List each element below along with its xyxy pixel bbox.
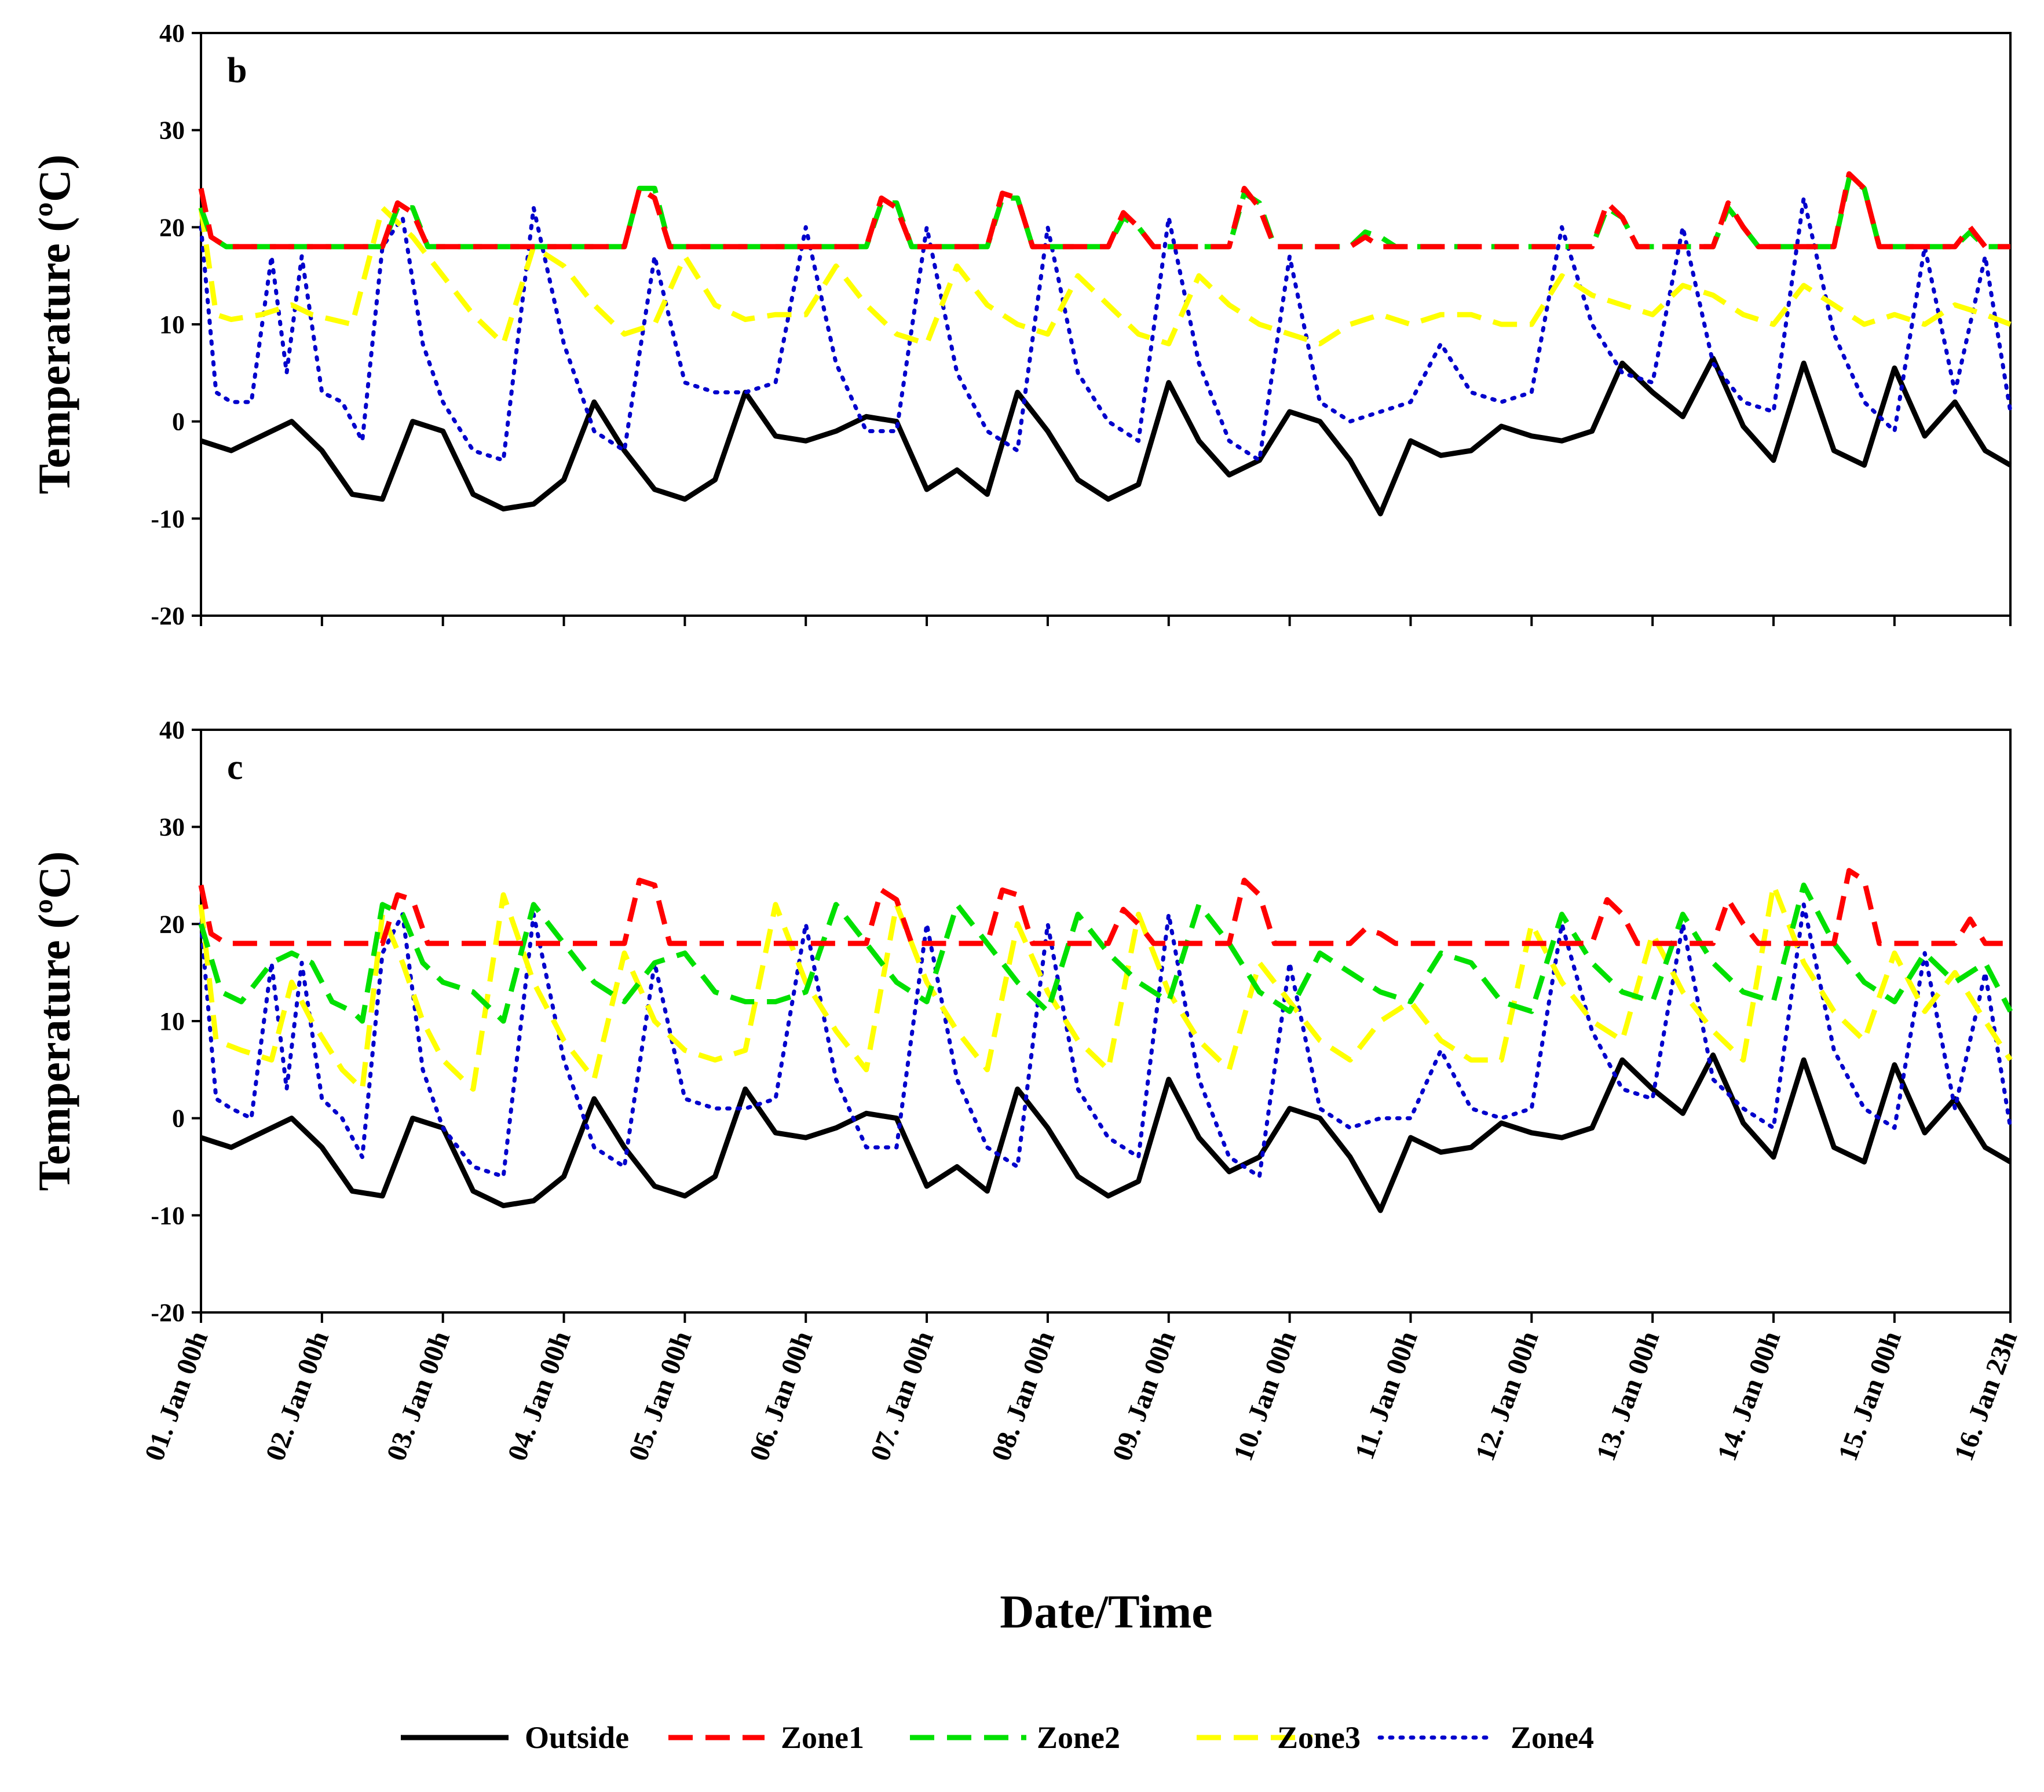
y-axis-label: Temperature (ºC) [29, 851, 79, 1191]
series-line-zone2 [198, 176, 2010, 250]
x-tick-label: 02. Jan 00h [260, 1327, 335, 1465]
x-tick-label: 01. Jan 00h [139, 1327, 214, 1465]
x-axis [200, 616, 2012, 626]
panel-label: c [227, 748, 243, 787]
y-tick-label: 10 [159, 1007, 185, 1036]
x-tick-label: 14. Jan 00h [1712, 1327, 1787, 1465]
y-tick-label: 40 [159, 19, 185, 47]
legend: Outside Zone1 Zone2 Zone3 Zone4 [401, 1720, 1594, 1755]
y-tick-label: 10 [159, 310, 185, 339]
series-line-zone3 [198, 205, 2012, 346]
y-tick-label: 30 [159, 116, 185, 145]
x-tick-label: 08. Jan 00h [986, 1327, 1061, 1465]
panel-label: b [227, 51, 247, 90]
y-tick-label: -10 [151, 504, 185, 533]
x-tick-label: 03. Jan 00h [381, 1327, 456, 1465]
x-tick-label: 05. Jan 00h [623, 1327, 698, 1465]
series-line-outside [200, 356, 2012, 517]
legend-label-outside: Outside [525, 1720, 629, 1755]
series-line-zone1 [198, 171, 2010, 250]
legend-label-zone4: Zone4 [1511, 1720, 1594, 1755]
x-tick-label: 11. Jan 00h [1349, 1327, 1424, 1464]
y-tick-label: 20 [159, 213, 185, 242]
x-axis: 01. Jan 00h 02. Jan 00h 03. Jan 00h 04. Jan… [139, 1312, 2024, 1465]
plot-frame [200, 729, 2012, 1314]
legend-label-zone3: Zone3 [1277, 1720, 1361, 1755]
x-tick-label: 07. Jan 00h [865, 1327, 940, 1465]
x-tick-label: 16. Jan 23h [1948, 1327, 2024, 1465]
x-tick-label: 10. Jan 00h [1227, 1327, 1303, 1465]
y-tick-label: 0 [172, 408, 185, 436]
y-tick-label: 20 [159, 910, 185, 938]
legend-label-zone2: Zone2 [1037, 1720, 1120, 1755]
y-tick-label: -20 [151, 602, 185, 630]
series-line-zone1 [198, 868, 2010, 946]
panel-b-chart: b -20 -10 0 10 20 30 40 Temperature (ºC) [29, 19, 2013, 630]
x-tick-label: 12. Jan 00h [1469, 1327, 1545, 1465]
x-axis-label: Date/Time [1000, 1585, 1212, 1638]
y-tick-label: 0 [172, 1105, 185, 1133]
y-tick-label: -10 [151, 1201, 185, 1230]
y-axis: -20 -10 0 10 20 30 40 [151, 19, 201, 630]
panel-c-chart: c -20 -10 0 10 20 30 40 01. Jan 00h 02. Jan 00h… [29, 716, 2023, 1638]
series-line-outside [200, 1052, 2012, 1213]
x-tick-label: 06. Jan 00h [744, 1327, 819, 1465]
x-tick-label: 15. Jan 00h [1833, 1327, 1908, 1465]
series-line-zone3 [198, 882, 2013, 1092]
y-tick-label: -20 [151, 1299, 185, 1327]
y-axis: -20 -10 0 10 20 30 40 [151, 716, 201, 1327]
y-tick-label: 30 [159, 813, 185, 842]
y-tick-label: 40 [159, 716, 185, 744]
x-tick-label: 04. Jan 00h [502, 1327, 577, 1465]
x-tick-label: 13. Jan 00h [1590, 1327, 1666, 1465]
plot-frame [200, 32, 2012, 617]
series-line-zone4 [199, 902, 2013, 1179]
series-group [198, 171, 2013, 517]
series-line-zone2 [198, 882, 2013, 1024]
y-axis-label: Temperature (ºC) [29, 155, 79, 495]
series-group [198, 868, 2013, 1213]
x-tick-label: 09. Jan 00h [1106, 1327, 1182, 1465]
legend-label-zone1: Zone1 [781, 1720, 864, 1755]
